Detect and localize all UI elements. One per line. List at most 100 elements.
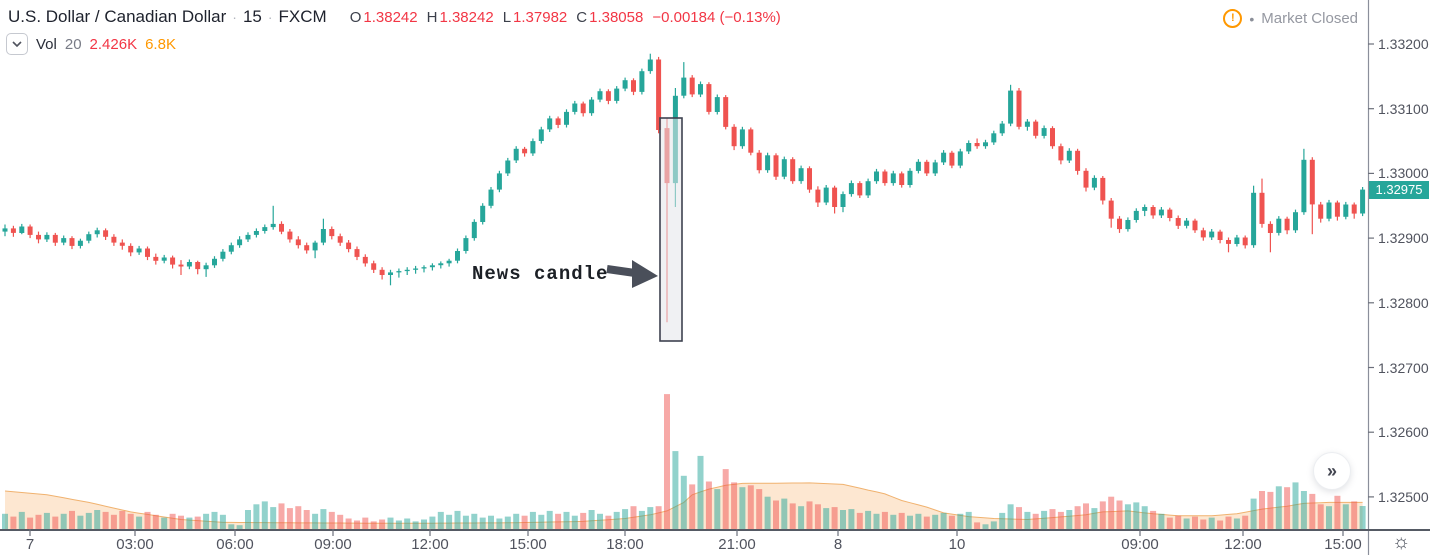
price-axis-label: 1.33000 <box>1378 165 1429 182</box>
volume-bar <box>680 475 687 529</box>
volume-bar <box>1150 510 1157 529</box>
volume-bar <box>630 506 637 529</box>
candle-body <box>10 228 16 233</box>
price-axis-label: 1.32500 <box>1378 488 1429 505</box>
candle-body <box>1209 231 1215 238</box>
volume-bar <box>773 500 779 529</box>
candle-body <box>446 260 452 264</box>
time-axis-label: 09:00 <box>314 536 352 553</box>
axis-settings-gear-icon[interactable]: ☼ <box>1392 531 1411 553</box>
candle-body <box>840 194 846 207</box>
volume-bar <box>144 511 151 529</box>
volume-ma-value: 6.8K <box>145 35 176 53</box>
candle-body <box>773 155 779 177</box>
candle-body <box>899 173 905 185</box>
candle-body <box>388 272 393 275</box>
candle-body <box>823 187 829 203</box>
ohlc-value: 1.38242 <box>363 8 418 26</box>
candle-body <box>530 141 536 154</box>
volume-bar <box>161 517 168 529</box>
time-axis[interactable]: 7 03:00 06:00 09:00 12:00 15:00 18:00 21:00 8 10 0… <box>0 536 1430 555</box>
volume-bar <box>211 511 218 529</box>
volume-bar <box>881 511 888 529</box>
warning-circle-icon[interactable]: ! <box>1223 9 1243 28</box>
candle-body <box>555 118 561 125</box>
candle-body <box>161 257 167 261</box>
ohlc-value: 1.38058 <box>589 8 644 26</box>
candle-body <box>1301 159 1307 213</box>
scroll-to-realtime-button[interactable]: » <box>1313 452 1351 490</box>
separator-dot: · <box>232 9 237 25</box>
candle-body <box>245 234 251 240</box>
candle-body <box>714 97 720 112</box>
candle-body <box>1360 189 1366 214</box>
interval-label[interactable]: 15 <box>242 7 262 26</box>
volume-bar <box>228 524 235 530</box>
candle-body <box>915 161 921 171</box>
candle-body <box>1075 150 1081 171</box>
time-axis-label: 12:00 <box>411 536 449 553</box>
volume-bar <box>714 489 721 529</box>
candle-body <box>1309 159 1315 205</box>
volume-bar <box>529 511 536 529</box>
candle-body <box>1175 218 1181 226</box>
candle-body <box>1108 200 1114 219</box>
candle-body <box>262 227 268 231</box>
candle-body <box>639 71 645 92</box>
candle-body <box>1293 212 1298 231</box>
volume-bar <box>571 515 578 529</box>
volume-bar <box>1292 482 1299 529</box>
volume-bar <box>52 516 59 529</box>
candle-body <box>857 183 863 196</box>
candle-body <box>689 77 695 95</box>
volume-bar <box>462 515 469 529</box>
volume-bar <box>999 512 1006 529</box>
volume-indicator-label[interactable]: Vol <box>36 35 57 53</box>
candle-body <box>128 245 134 253</box>
candle-body <box>513 148 519 161</box>
volume-bar <box>538 514 545 530</box>
candle-body <box>1276 218 1282 233</box>
symbol-title[interactable]: U.S. Dollar / Canadian Dollar <box>8 7 227 26</box>
candle-body <box>974 143 980 147</box>
candle-body <box>1192 220 1198 231</box>
candle-body <box>379 269 385 275</box>
price-axis[interactable]: 1.33200 1.33100 1.33000 1.32900 1.32800 1.327… <box>1368 0 1430 530</box>
candle-body <box>949 152 955 166</box>
volume-bar <box>697 455 704 530</box>
candle-body <box>371 263 377 270</box>
candle-body <box>1158 209 1164 216</box>
legend-collapse-button[interactable] <box>6 33 28 55</box>
candle-body <box>312 242 318 251</box>
candle-body <box>957 151 963 166</box>
candle-body <box>1008 90 1014 124</box>
time-axis-label: 10 <box>948 536 966 553</box>
volume-bar <box>1141 506 1148 529</box>
time-axis-label: 21:00 <box>718 536 756 553</box>
time-axis-label: 15:00 <box>509 536 547 553</box>
volume-bar <box>178 515 184 529</box>
volume-bar <box>1016 507 1022 529</box>
news-candle-annotation: News candle <box>472 263 609 285</box>
exchange-label[interactable]: FXCM <box>278 7 327 26</box>
candle-body <box>304 245 310 251</box>
candle-body <box>656 59 662 130</box>
volume-bar <box>948 515 955 529</box>
candle-body <box>790 159 796 182</box>
candle-body <box>295 239 301 246</box>
candle-body <box>1259 192 1265 224</box>
candle-body <box>1024 121 1030 127</box>
volume-bar <box>798 506 805 529</box>
volume-bar <box>1242 515 1249 529</box>
volume-bar <box>186 517 193 529</box>
volume-bar <box>1359 506 1366 529</box>
candle-body <box>564 111 569 125</box>
candle-body <box>589 99 595 114</box>
volume-bar <box>488 515 494 529</box>
time-axis-label: 18:00 <box>606 536 644 553</box>
price-axis-label: 1.32700 <box>1378 359 1429 376</box>
volume-bar <box>152 514 159 530</box>
volume-bar <box>647 507 654 529</box>
